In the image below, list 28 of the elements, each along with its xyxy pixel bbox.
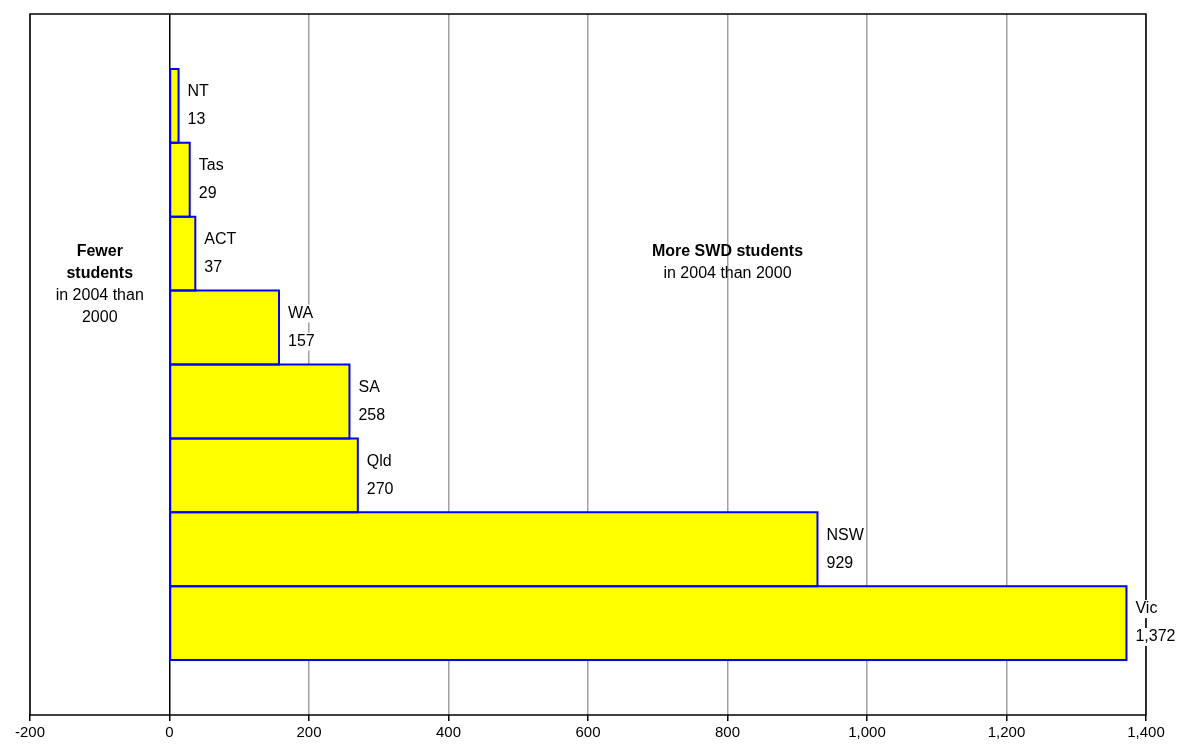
annotation: in 2004 than 2000 [663, 263, 792, 281]
data-label: 37 [204, 258, 223, 276]
data-label: 1,372 [1135, 627, 1176, 645]
x-tick-label: 200 [296, 723, 322, 741]
x-tick-label: -200 [14, 723, 46, 741]
y-tick-label: NSW [826, 525, 865, 543]
x-tick-label: 800 [714, 723, 741, 741]
annotation: More SWD students [651, 241, 804, 259]
y-tick-label: Vic [1135, 599, 1158, 617]
y-tick-label: WA [288, 303, 314, 321]
x-tick-label: 1,400 [1127, 723, 1165, 741]
data-label: 29 [198, 184, 217, 202]
y-tick-label: NT [187, 82, 210, 100]
data-label: 258 [358, 405, 386, 423]
x-tick-label: 1,200 [987, 723, 1026, 741]
y-tick-label: Tas [198, 156, 224, 174]
data-label: 13 [187, 110, 206, 128]
y-tick-label: ACT [204, 230, 237, 248]
annotation: in 2004 than 2000 [55, 285, 144, 325]
y-tick-label: Qld [366, 451, 392, 469]
data-label: 157 [288, 331, 315, 349]
x-tick-label: 0 [165, 723, 174, 741]
x-tick-label: 600 [575, 723, 601, 741]
x-tick-label: 1,000 [848, 723, 886, 741]
data-label: 270 [366, 479, 394, 497]
x-tick-label: 400 [435, 723, 462, 741]
y-tick-label: SA [358, 377, 381, 395]
data-label: 929 [826, 553, 854, 571]
